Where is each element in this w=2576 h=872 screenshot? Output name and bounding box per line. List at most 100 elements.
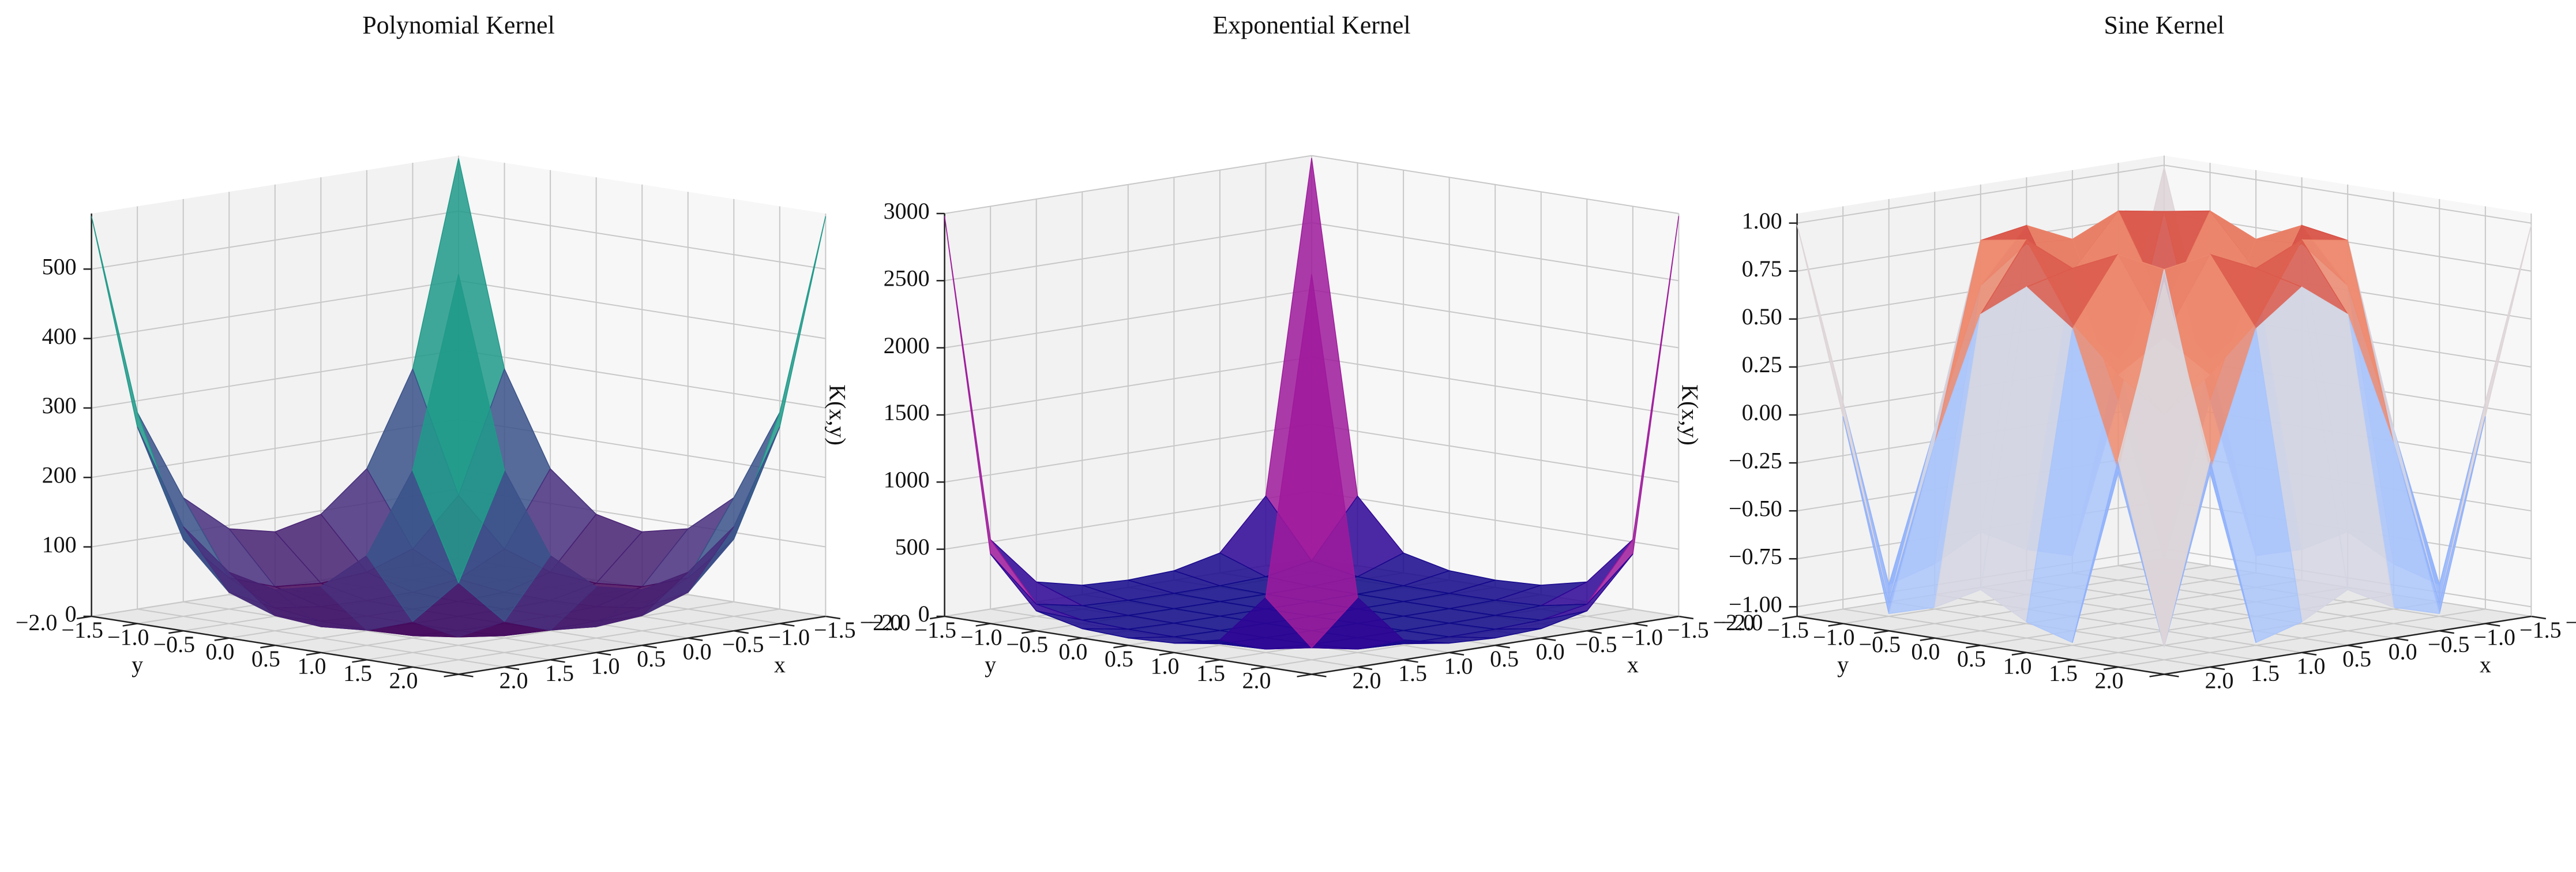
grid-line: [1797, 164, 2165, 224]
tick-mark: [2164, 673, 2179, 678]
z-axis-label: K(x,y): [1677, 384, 1703, 446]
z-tick-label: 3000: [884, 198, 930, 224]
surface-patch: [412, 274, 505, 584]
x-tick-label: −2.0: [1713, 609, 1755, 635]
tick-mark: [1449, 652, 1465, 656]
x-tick-label: −2.0: [2566, 609, 2576, 635]
tick-mark: [1495, 644, 1510, 649]
tick-mark: [2210, 666, 2225, 671]
grid-line: [944, 423, 1312, 483]
y-tick-label: −0.5: [153, 631, 196, 657]
tick-mark: [1632, 623, 1648, 627]
y-axis-label: y: [1837, 652, 1849, 678]
x-tick-label: −0.5: [2428, 631, 2470, 657]
y-tick-label: −2.0: [16, 609, 58, 635]
tick-mark: [1022, 630, 1037, 634]
x-axis-label: x: [2480, 652, 2491, 678]
chart-title: Exponential Kernel: [1212, 11, 1410, 39]
tick-mark: [688, 637, 703, 641]
tick-mark: [1966, 644, 1981, 649]
y-tick-label: −1.5: [1767, 617, 1809, 643]
y-tick-label: −2.0: [1721, 609, 1763, 635]
grid-line: [944, 155, 1312, 214]
z-tick-label: 200: [42, 462, 77, 488]
x-tick-label: −1.0: [1621, 624, 1663, 650]
x-tick-label: 2.0: [499, 668, 528, 694]
x-tick-label: 0.0: [683, 638, 712, 664]
x-tick-label: 0.5: [1490, 646, 1519, 672]
tick-mark: [1541, 637, 1556, 641]
y-tick-label: −2.0: [869, 609, 911, 635]
axis-line: [91, 615, 459, 675]
y-tick-label: 1.0: [1150, 653, 1179, 679]
tick-mark: [1782, 615, 1797, 620]
grid-line: [412, 608, 780, 668]
y-tick-label: 1.5: [343, 660, 372, 686]
y-tick-label: 0.5: [1957, 646, 1986, 672]
grid-line: [2164, 164, 2532, 224]
x-tick-label: 1.0: [2297, 653, 2326, 679]
y-tick-label: −1.5: [914, 617, 956, 643]
z-tick-label: 0.00: [1742, 399, 1782, 425]
grid-line: [91, 210, 459, 270]
z-tick-label: 1500: [884, 399, 930, 425]
grid-line: [944, 289, 1312, 349]
y-tick-label: 0.5: [251, 646, 280, 672]
x-tick-label: 0.5: [2342, 646, 2371, 672]
x-tick-label: 2.0: [1352, 668, 1381, 694]
tick-mark: [214, 637, 230, 641]
tick-mark: [825, 615, 841, 620]
surface-patch: [1265, 274, 1358, 649]
tick-mark: [1357, 666, 1373, 671]
z-tick-label: −0.50: [1729, 495, 1782, 521]
tick-mark: [2301, 652, 2317, 656]
y-tick-label: 2.0: [389, 668, 418, 694]
z-tick-label: 0.50: [1742, 304, 1782, 330]
x-tick-label: 1.0: [1444, 653, 1473, 679]
grid-line: [91, 349, 459, 409]
grid-line: [1935, 579, 2302, 639]
axis-line: [2164, 615, 2532, 675]
z-tick-label: 500: [895, 534, 930, 560]
tick-mark: [779, 623, 795, 627]
grid-line: [1311, 356, 1679, 416]
tick-mark: [975, 623, 991, 627]
tick-mark: [458, 673, 474, 678]
y-tick-label: 1.0: [2003, 653, 2031, 679]
y-tick-label: 2.0: [1242, 668, 1271, 694]
grid-line: [366, 601, 734, 661]
y-tick-label: 2.0: [2095, 668, 2124, 694]
z-tick-label: −1.00: [1729, 592, 1782, 617]
grid-line: [944, 222, 1312, 282]
x-tick-label: −2.0: [860, 609, 902, 635]
chart-title: Polynomial Kernel: [362, 11, 555, 39]
tick-mark: [2103, 666, 2119, 671]
axis-line: [458, 615, 826, 675]
y-tick-label: 1.5: [2049, 660, 2078, 686]
z-tick-label: −0.25: [1729, 447, 1782, 473]
tick-mark: [2393, 637, 2409, 641]
x-tick-label: −0.5: [1575, 631, 1617, 657]
surface-patch: [2117, 281, 2211, 647]
y-tick-label: −0.5: [1007, 631, 1049, 657]
grid-line: [1311, 289, 1679, 349]
tick-mark: [1828, 623, 1843, 627]
grid-line: [944, 356, 1312, 416]
z-tick-label: −0.75: [1729, 543, 1782, 569]
tick-mark: [1920, 637, 1935, 641]
tick-mark: [1297, 673, 1312, 678]
grid-line: [1311, 222, 1679, 282]
x-tick-label: 1.5: [1398, 660, 1427, 686]
y-tick-label: 0.0: [1058, 638, 1087, 664]
tick-mark: [1067, 637, 1083, 641]
x-tick-label: −1.0: [768, 624, 810, 650]
tick-mark: [2531, 615, 2547, 620]
z-tick-label: 400: [42, 323, 77, 349]
x-tick-label: 1.5: [2251, 660, 2280, 686]
tick-mark: [122, 623, 138, 627]
tick-mark: [1311, 673, 1327, 678]
grid-line: [2118, 608, 2485, 668]
y-tick-label: 0.0: [205, 638, 234, 664]
chart-title: Sine Kernel: [2104, 11, 2225, 39]
tick-mark: [642, 644, 657, 649]
